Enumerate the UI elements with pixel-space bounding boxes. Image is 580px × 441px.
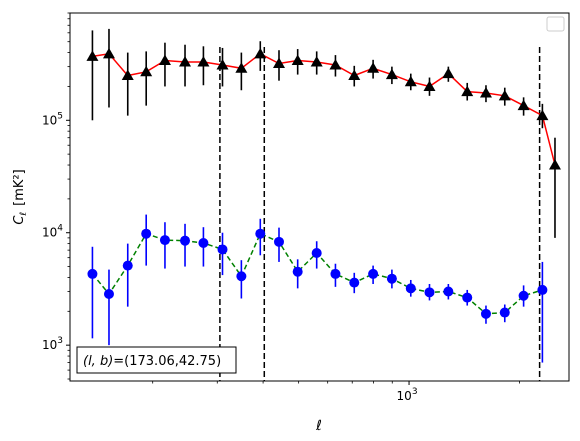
series-1-point-3 xyxy=(121,69,134,81)
series-1-point-16 xyxy=(367,62,380,73)
series-2-point-5 xyxy=(159,235,170,246)
series-1-point-2 xyxy=(102,47,115,59)
series-1 xyxy=(86,28,561,238)
series-2-point-10 xyxy=(255,228,266,239)
series-2-point-6 xyxy=(180,235,191,246)
series-1-point-12 xyxy=(291,54,304,66)
series-2-point-16 xyxy=(368,268,379,279)
series-1-point-9 xyxy=(235,62,248,73)
series-2-point-17 xyxy=(386,273,397,284)
legend-box xyxy=(546,16,565,32)
series-1-point-15 xyxy=(348,69,361,81)
series-1-point-23 xyxy=(498,89,511,101)
series-1-point-14 xyxy=(329,59,342,70)
series-1-point-22 xyxy=(479,86,492,98)
x-tick-label-1: 103 xyxy=(397,387,418,403)
series-1-point-1 xyxy=(86,50,99,61)
series-2-point-13 xyxy=(311,248,322,259)
y-tick-label-3: 105 xyxy=(42,111,63,127)
series-2-point-4 xyxy=(141,228,152,239)
series-1-point-6 xyxy=(179,55,192,67)
series-2-point-25 xyxy=(537,284,548,295)
svg-text:(l, b)=(173.06,42.75): (l, b)=(173.06,42.75) xyxy=(83,354,221,369)
series-1-point-11 xyxy=(272,57,285,68)
series-1-point-20 xyxy=(442,67,455,79)
series-1-point-13 xyxy=(310,55,323,67)
series-2-point-7 xyxy=(198,238,209,249)
series-2-point-1 xyxy=(87,268,98,279)
series-2-point-8 xyxy=(217,244,228,255)
series-2-point-11 xyxy=(273,236,284,247)
series-1-point-19 xyxy=(423,80,436,91)
series-2-point-19 xyxy=(424,287,435,298)
series-2-point-20 xyxy=(443,286,454,297)
series-1-point-5 xyxy=(158,54,171,66)
series-2-point-18 xyxy=(405,283,416,294)
series-2-point-3 xyxy=(122,260,133,271)
series-1-point-24 xyxy=(517,99,530,111)
series-2-point-9 xyxy=(236,271,247,282)
annotation-box: (l, b)=(173.06,42.75) xyxy=(76,346,237,374)
series-2-point-2 xyxy=(103,289,114,300)
series-1-point-26 xyxy=(548,159,561,170)
annotation-lhs: (l, b) xyxy=(83,354,113,369)
plot-frame xyxy=(69,12,570,382)
series-2 xyxy=(87,214,548,363)
y-tick-label-2: 104 xyxy=(42,224,63,240)
series-2-point-14 xyxy=(330,268,341,279)
series-1-point-25 xyxy=(536,109,549,121)
y-tick-label-1: 103 xyxy=(42,336,63,352)
y-axis-label: Cℓ[mK²] xyxy=(12,169,29,224)
series-1-point-8 xyxy=(216,59,229,70)
annotation-rhs: =(173.06,42.75) xyxy=(113,354,221,369)
series-2-point-22 xyxy=(480,308,491,319)
series-2-point-23 xyxy=(499,307,510,318)
series-1-point-7 xyxy=(197,55,210,67)
series-2-point-12 xyxy=(292,266,303,277)
series-2-point-24 xyxy=(518,290,529,301)
series-1-point-18 xyxy=(404,75,417,87)
series-1-point-4 xyxy=(140,65,153,77)
x-axis-label: ℓ xyxy=(315,418,322,434)
series-1-point-17 xyxy=(385,68,398,80)
series-1-point-10 xyxy=(254,47,267,59)
series-2-point-15 xyxy=(349,277,360,288)
series-2-point-21 xyxy=(462,292,473,303)
series-1-point-21 xyxy=(461,85,474,97)
